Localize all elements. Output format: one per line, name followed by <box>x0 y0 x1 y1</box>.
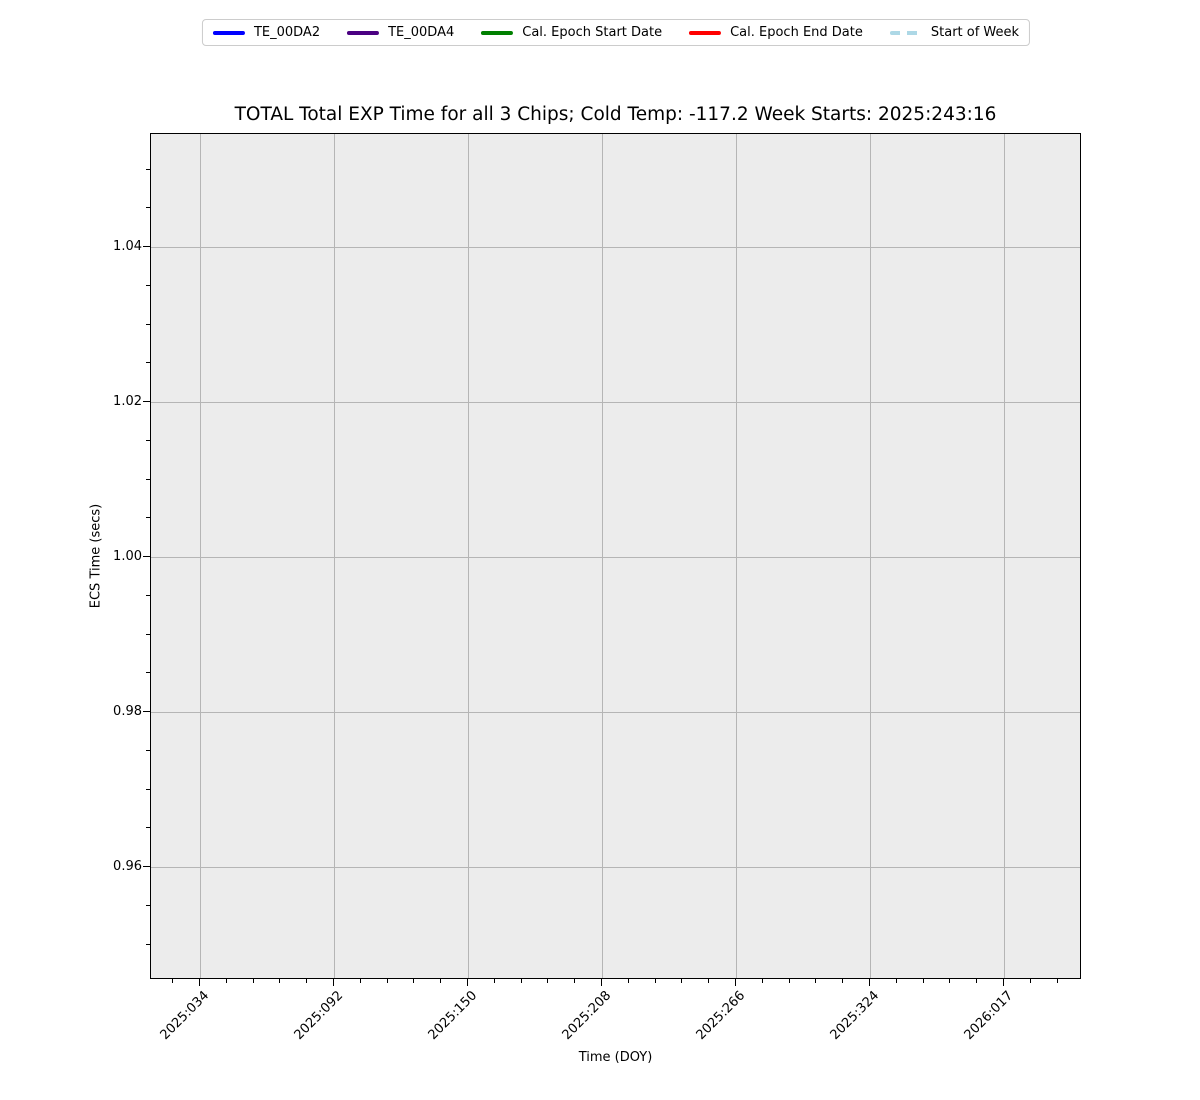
gridline-horizontal <box>151 246 1080 248</box>
y-axis-label: ECS Time (secs) <box>88 503 104 609</box>
x-axis-label: Time (DOY) <box>578 1050 653 1065</box>
x-minor-tick <box>359 979 361 983</box>
y-major-tick <box>143 866 150 867</box>
x-tick-label: 2025:150 <box>425 988 480 1043</box>
y-major-tick <box>143 401 150 402</box>
x-minor-tick <box>225 979 227 983</box>
gridline-vertical <box>869 134 871 978</box>
x-minor-tick <box>386 979 388 983</box>
x-major-tick <box>1003 979 1004 986</box>
x-minor-tick <box>520 979 522 983</box>
x-minor-tick <box>976 979 978 983</box>
gridline-vertical <box>333 134 335 978</box>
legend-line-swatch <box>347 30 380 35</box>
plot-area <box>150 133 1081 979</box>
x-major-tick <box>869 979 870 986</box>
gridline-vertical <box>601 134 603 978</box>
x-minor-tick <box>681 979 683 983</box>
legend-item: TE_00DA4 <box>347 25 454 40</box>
legend-label: Cal. Epoch End Date <box>730 25 863 40</box>
x-tick-label: 2025:208 <box>559 988 614 1043</box>
y-major-tick <box>143 711 150 712</box>
gridline-horizontal <box>151 711 1080 713</box>
gridline-vertical <box>1003 134 1005 978</box>
x-minor-tick <box>815 979 817 983</box>
x-tick-label: 2026:017 <box>961 988 1016 1043</box>
gridline-vertical <box>735 134 737 978</box>
x-minor-tick <box>949 979 951 983</box>
legend: TE_00DA2 TE_00DA4 Cal. Epoch Start Date Cal… <box>201 19 1031 46</box>
legend-item: Cal. Epoch Start Date <box>481 25 662 40</box>
x-minor-tick <box>547 979 549 983</box>
x-major-tick <box>467 979 468 986</box>
x-minor-tick <box>574 979 576 983</box>
x-minor-tick <box>761 979 763 983</box>
x-major-tick <box>333 979 334 986</box>
x-minor-tick <box>654 979 656 983</box>
chart-title: TOTAL Total EXP Time for all 3 Chips; Co… <box>234 104 997 125</box>
gridline-horizontal <box>151 401 1080 403</box>
gridline-vertical <box>199 134 201 978</box>
y-tick-label: 0.98 <box>113 703 142 719</box>
legend-label: TE_00DA2 <box>253 25 321 40</box>
y-major-tick <box>143 246 150 247</box>
x-major-tick <box>735 979 736 986</box>
x-minor-tick <box>413 979 415 983</box>
x-tick-label: 2025:324 <box>827 988 882 1043</box>
legend-label: Cal. Epoch Start Date <box>522 25 663 40</box>
legend-item: Cal. Epoch End Date <box>689 25 863 40</box>
gridline-horizontal <box>151 556 1080 558</box>
x-minor-tick <box>788 979 790 983</box>
x-minor-tick <box>708 979 710 983</box>
x-minor-tick <box>440 979 442 983</box>
y-tick-label: 1.04 <box>113 238 142 254</box>
legend-line-swatch <box>481 30 514 35</box>
x-major-tick <box>601 979 602 986</box>
x-tick-label: 2025:266 <box>693 988 748 1043</box>
y-tick-label: 1.00 <box>113 548 142 564</box>
y-tick-label: 1.02 <box>113 393 142 409</box>
gridline-vertical <box>467 134 469 978</box>
x-minor-tick <box>279 979 281 983</box>
x-minor-tick <box>842 979 844 983</box>
x-minor-tick <box>252 979 254 983</box>
x-minor-tick <box>172 979 174 983</box>
legend-line-swatch <box>689 30 722 35</box>
x-minor-tick <box>627 979 629 983</box>
x-tick-label: 2025:092 <box>291 988 346 1043</box>
x-minor-tick <box>306 979 308 983</box>
legend-line-swatch <box>212 30 245 35</box>
legend-line-swatch <box>889 30 922 35</box>
x-major-tick <box>199 979 200 986</box>
y-major-tick <box>143 556 150 557</box>
x-minor-tick <box>493 979 495 983</box>
gridline-horizontal <box>151 866 1080 868</box>
legend-item: Start of Week <box>889 25 1020 40</box>
legend-label: Start of Week <box>930 25 1020 40</box>
x-tick-label: 2025:034 <box>157 988 212 1043</box>
x-minor-tick <box>1056 979 1058 983</box>
legend-item: TE_00DA2 <box>212 25 321 40</box>
y-tick-label: 0.96 <box>113 858 142 874</box>
x-minor-tick <box>922 979 924 983</box>
x-minor-tick <box>1029 979 1031 983</box>
legend-label: TE_00DA4 <box>388 25 455 40</box>
x-minor-tick <box>895 979 897 983</box>
